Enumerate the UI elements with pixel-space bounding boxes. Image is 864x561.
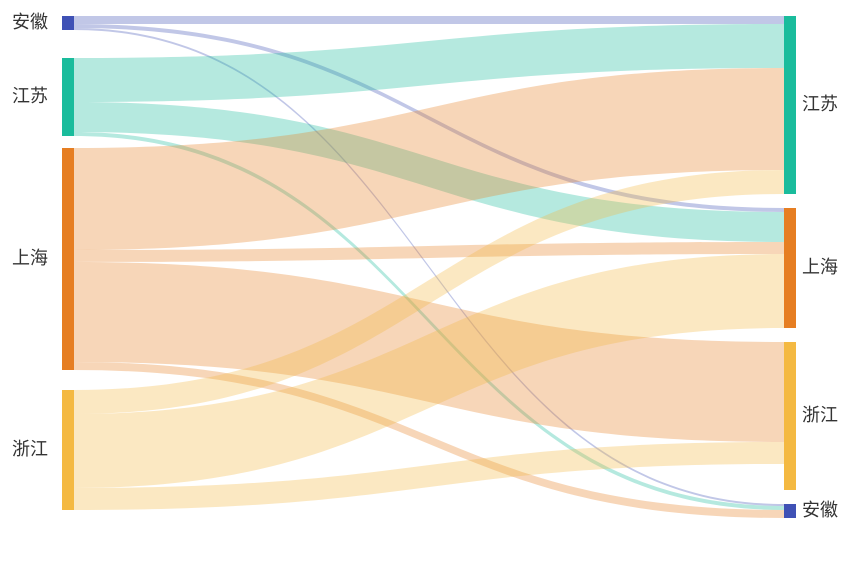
sankey-node-L_anhui	[62, 16, 74, 30]
sankey-node-R_jiangsu	[784, 16, 796, 194]
sankey-node-R_shanghai	[784, 208, 796, 328]
sankey-node-label-L_jiangsu: 江苏	[12, 87, 48, 105]
sankey-node-L_jiangsu	[62, 58, 74, 136]
sankey-svg	[0, 0, 864, 561]
sankey-node-R_zhejiang	[784, 342, 796, 490]
sankey-node-label-L_anhui: 安徽	[12, 13, 48, 31]
sankey-node-L_shanghai	[62, 148, 74, 370]
sankey-node-label-R_zhejiang: 浙江	[802, 406, 838, 424]
sankey-node-label-R_anhui: 安徽	[802, 501, 838, 519]
sankey-node-R_anhui	[784, 504, 796, 518]
sankey-node-label-L_shanghai: 上海	[12, 249, 48, 267]
sankey-node-label-R_jiangsu: 江苏	[802, 95, 838, 113]
sankey-node-label-L_zhejiang: 浙江	[12, 440, 48, 458]
sankey-node-label-R_shanghai: 上海	[802, 258, 838, 276]
sankey-node-L_zhejiang	[62, 390, 74, 510]
sankey-link	[74, 16, 784, 24]
sankey-chart: 安徽江苏上海浙江江苏上海浙江安徽	[0, 0, 864, 561]
